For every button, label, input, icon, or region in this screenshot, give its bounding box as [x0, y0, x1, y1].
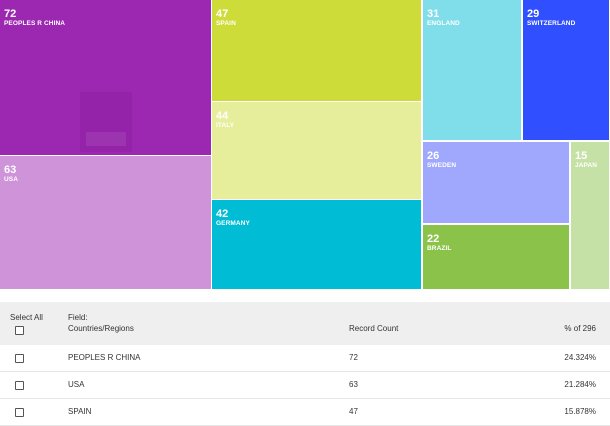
table-header: Select All Field: Countries/Regions Reco…	[0, 302, 610, 345]
tile-value: 44	[216, 110, 229, 122]
treemap-tile-england[interactable]: 31 ENGLAND	[423, 0, 521, 140]
row-count: 72	[349, 353, 358, 362]
table-row: USA 63 21.284%	[0, 372, 610, 399]
tile-label: BRAZIL	[427, 245, 452, 252]
row-percent: 21.284%	[564, 380, 596, 389]
row-name: PEOPLES R CHINA	[68, 353, 141, 362]
row-percent: 24.324%	[564, 353, 596, 362]
treemap-tile-germany[interactable]: 42 GERMANY	[212, 200, 421, 289]
tile-value: 31	[427, 8, 440, 20]
row-checkbox[interactable]	[15, 381, 24, 390]
field-label: Field:	[68, 313, 88, 322]
percent-header[interactable]: % of 296	[564, 324, 596, 333]
tile-value: 15	[575, 150, 588, 162]
tile-value: 47	[216, 8, 229, 20]
treemap-tile-sweden[interactable]: 26 SWEDEN	[423, 142, 569, 223]
treemap-tile-brazil[interactable]: 22 BRAZIL	[423, 225, 569, 289]
tile-label: SPAIN	[216, 20, 236, 27]
tile-label: SWEDEN	[427, 162, 457, 169]
records-table: Select All Field: Countries/Regions Reco…	[0, 302, 610, 426]
treemap-tile-peoples-r-china[interactable]: 72 PEOPLES R CHINA	[0, 0, 211, 155]
tile-label: PEOPLES R CHINA	[4, 20, 66, 27]
select-all-label: Select All	[10, 313, 43, 322]
row-count: 63	[349, 380, 358, 389]
treemap-tile-spain[interactable]: 47 SPAIN	[212, 0, 421, 101]
row-percent: 15.878%	[564, 407, 596, 416]
tile-value: 42	[216, 208, 229, 220]
treemap-tile-italy[interactable]: 44 ITALY	[212, 102, 421, 199]
treemap-tile-switzerland[interactable]: 29 SWITZERLAND	[523, 0, 609, 140]
row-checkbox[interactable]	[15, 408, 24, 417]
tile-value: 72	[4, 8, 17, 20]
treemap-tile-japan[interactable]: 15 JAPAN	[571, 142, 609, 289]
tile-label: JAPAN	[575, 162, 598, 169]
tile-label: SWITZERLAND	[527, 20, 576, 27]
row-checkbox[interactable]	[15, 354, 24, 363]
tile-label: GERMANY	[216, 220, 250, 227]
row-name: USA	[68, 380, 85, 389]
treemap-chart: 72 PEOPLES R CHINA 63 USA 47 SPAIN 44 ITALY 42 GE…	[0, 0, 610, 291]
tile-label: ITALY	[216, 122, 235, 129]
tile-value: 63	[4, 164, 17, 176]
tile-value: 22	[427, 233, 440, 245]
tile-value: 29	[527, 8, 540, 20]
select-all-checkbox[interactable]	[15, 326, 24, 335]
watermark-shape	[80, 92, 132, 152]
tile-label: ENGLAND	[427, 20, 460, 27]
tile-value: 26	[427, 150, 440, 162]
row-count: 47	[349, 407, 358, 416]
field-value[interactable]: Countries/Regions	[68, 324, 134, 333]
tile-label: USA	[4, 176, 19, 183]
treemap-tile-usa[interactable]: 63 USA	[0, 156, 211, 289]
record-count-header[interactable]: Record Count	[349, 324, 399, 333]
row-name: SPAIN	[68, 407, 92, 416]
table-row: PEOPLES R CHINA 72 24.324%	[0, 345, 610, 372]
watermark-shape	[86, 132, 126, 146]
